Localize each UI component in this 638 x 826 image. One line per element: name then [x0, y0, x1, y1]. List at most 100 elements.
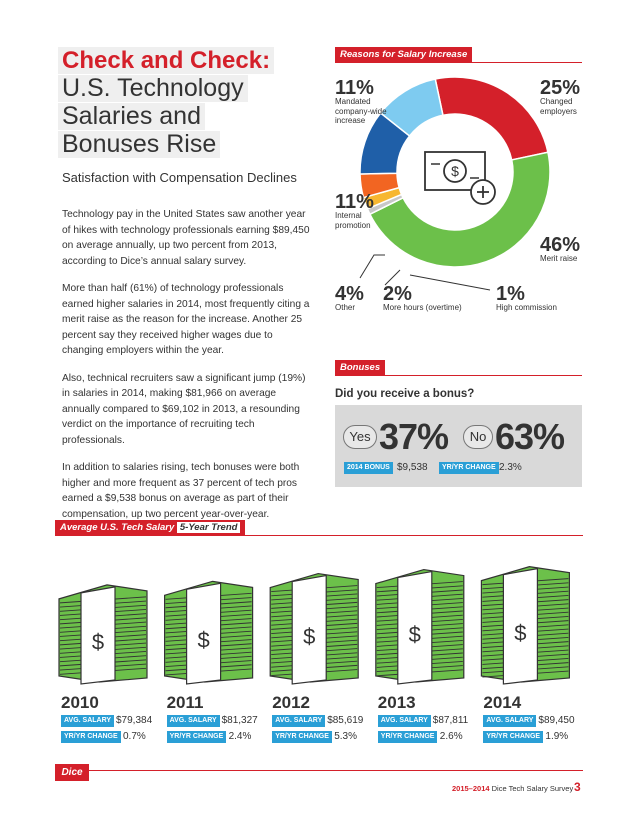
footer-text: 2015–2014 Dice Tech Salary Survey — [452, 784, 573, 793]
page-title: Check and Check: U.S. Technology Salarie… — [58, 47, 275, 159]
leader-line-hours — [384, 269, 401, 286]
subtitle: Satisfaction with Compensation Declines — [62, 170, 297, 185]
paragraph: Also, technical recruiters saw a signifi… — [62, 372, 306, 446]
merit-label: Merit raise — [540, 254, 578, 263]
avg-salary-tag: AVG. SALARY — [272, 715, 326, 727]
page-number: 3 — [574, 780, 581, 794]
salary-stack: $ — [269, 572, 359, 685]
dollar-symbol: $ — [303, 624, 315, 649]
year-label: 2013 — [377, 693, 416, 712]
yr-change-value: 1.9% — [545, 731, 569, 742]
trend-tag-part1: Average U.S. Tech Salary — [60, 522, 175, 533]
no-pct: 63% — [495, 416, 565, 457]
other-label: Other — [335, 303, 356, 312]
bonus-value: $9,538 — [397, 462, 428, 473]
yr-change-value: 2.4% — [228, 731, 252, 742]
mandated-pct: 11% — [335, 77, 374, 99]
avg-salary-value: $79,384 — [116, 715, 153, 726]
title-line-1: Check and Check: — [58, 47, 275, 74]
avg-salary-tag: AVG. SALARY — [61, 715, 115, 727]
internal-pct: 11% — [335, 191, 374, 213]
label-line: Mandated — [335, 97, 371, 106]
year-label: 2012 — [272, 693, 311, 712]
commission-label: High commission — [496, 303, 557, 312]
title-line-2: U.S. Technology — [58, 75, 248, 102]
salary-stack: $ — [480, 566, 571, 685]
hours-label: More hours (overtime) — [383, 303, 462, 312]
year-label: 2010 — [61, 693, 99, 712]
yr-change-value: 0.7% — [123, 731, 146, 742]
leader-line-other — [359, 254, 385, 279]
internal-label: Internal promotion — [335, 211, 371, 230]
changed-pct: 25% — [540, 77, 581, 99]
footer-survey: Dice Tech Salary Survey — [491, 784, 574, 793]
avg-salary-value: $87,811 — [432, 715, 469, 726]
article-body: Technology pay in the United States saw … — [62, 207, 314, 534]
label-line: Internal — [335, 211, 362, 220]
leader-line-commission — [409, 274, 491, 291]
salary-stack: $ — [58, 584, 148, 685]
label-line: employers — [540, 106, 577, 116]
yr-change-tag: YR/YR CHANGE — [61, 731, 121, 743]
dollar-symbol: $ — [451, 163, 459, 179]
year-label: 2014 — [483, 693, 522, 712]
yr-change-tag: YR/YR CHANGE — [377, 731, 438, 743]
dollar-symbol: $ — [197, 628, 209, 653]
yr-change-tag: YR/YR CHANGE — [166, 731, 227, 743]
mandated-label: Mandated company-wide increase — [335, 97, 387, 126]
dollar-symbol: $ — [409, 622, 421, 647]
yr-change-tag: YR/YR CHANGE — [272, 731, 332, 743]
commission-pct: 1% — [496, 283, 525, 305]
avg-salary-tag: AVG. SALARY — [483, 715, 537, 727]
yr-change-value: 2.6% — [439, 731, 463, 742]
dollar-symbol: $ — [92, 629, 104, 654]
bonus-change-value: 2.3% — [499, 462, 522, 473]
yr-change-tag: YR/YR CHANGE — [483, 731, 544, 743]
reasons-divider — [335, 62, 582, 63]
footer-years: 2015–2014 — [452, 784, 490, 793]
paragraph: In addition to salaries rising, tech bon… — [62, 462, 300, 520]
bonuses-tag: Bonuses — [335, 360, 386, 375]
label-line: Changed — [540, 97, 573, 106]
label-line: promotion — [335, 220, 371, 230]
merit-pct: 46% — [540, 234, 581, 256]
bonus-question: Did you receive a bonus? — [335, 388, 475, 400]
footer-divider — [55, 770, 583, 771]
donut-slice — [434, 76, 549, 161]
year-label: 2011 — [166, 693, 204, 712]
avg-salary-tag: AVG. SALARY — [377, 715, 431, 727]
yes-pct: 37% — [379, 416, 449, 457]
salary-stack: $ — [163, 580, 254, 685]
salary-trend-stacks: $ $ $ $ $ — [58, 566, 571, 685]
other-pct: 4% — [335, 283, 364, 305]
trend-tag-part2: 5-Year Trend — [176, 522, 241, 533]
donut-slice — [379, 78, 444, 138]
dice-logo: Dice — [55, 764, 89, 781]
bonus-panel: Yes 37% No 63% 2014 BONUS $9,538 YR/YR C… — [335, 405, 582, 487]
salary-stack: $ — [375, 568, 465, 685]
salary-reasons-donut: $ — [359, 76, 551, 291]
dollar-symbol: $ — [514, 620, 526, 645]
bonus-tag: 2014 BONUS — [344, 462, 393, 474]
bonus-change-tag: YR/YR CHANGE — [439, 462, 499, 474]
yr-change-value: 5.3% — [334, 731, 357, 742]
reasons-tag: Reasons for Salary Increase — [335, 47, 473, 62]
trend-tag: Average U.S. Tech Salary 5-Year Trend — [55, 520, 246, 535]
avg-salary-tag: AVG. SALARY — [166, 715, 220, 727]
money-icon: $ — [424, 151, 496, 205]
title-line-3: Salaries and — [58, 103, 205, 130]
bonuses-divider — [335, 375, 582, 376]
no-pill: No — [463, 425, 493, 449]
donut-slice — [368, 151, 551, 268]
paragraph: Technology pay in the United States saw … — [62, 209, 310, 267]
avg-salary-value: $89,450 — [538, 715, 575, 726]
yes-pill: Yes — [343, 425, 377, 449]
title-line-4: Bonuses Rise — [58, 131, 221, 158]
paragraph: More than half (61%) of technology profe… — [62, 283, 310, 356]
hours-pct: 2% — [383, 283, 412, 305]
label-line: company-wide — [335, 106, 387, 116]
trend-divider — [55, 535, 583, 536]
avg-salary-value: $81,327 — [221, 715, 258, 726]
avg-salary-value: $85,619 — [327, 715, 364, 726]
changed-label: Changed employers — [540, 97, 577, 116]
